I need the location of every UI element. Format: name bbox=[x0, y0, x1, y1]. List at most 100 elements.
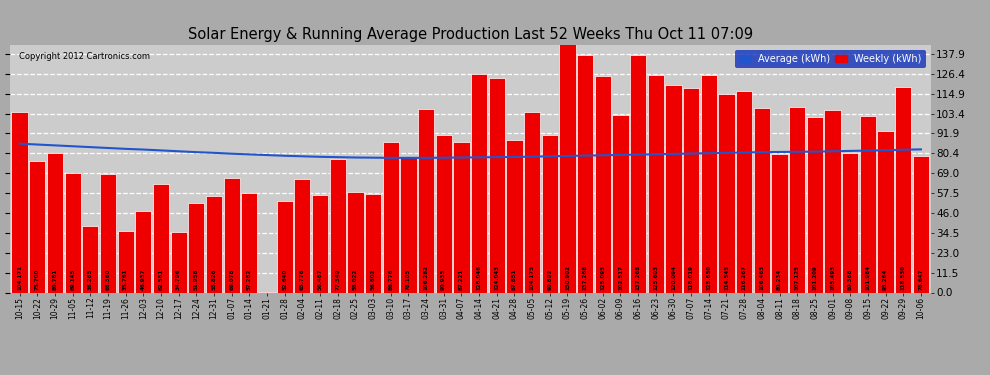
Bar bbox=[913, 156, 929, 292]
Text: 125.603: 125.603 bbox=[653, 265, 658, 290]
Bar bbox=[506, 141, 523, 292]
Bar bbox=[64, 173, 81, 292]
Text: 102.517: 102.517 bbox=[618, 265, 623, 290]
Text: 104.175: 104.175 bbox=[530, 265, 535, 290]
Text: Copyright 2012 Cartronics.com: Copyright 2012 Cartronics.com bbox=[19, 53, 150, 62]
Text: 55.826: 55.826 bbox=[212, 268, 217, 290]
Bar bbox=[118, 231, 134, 292]
Bar bbox=[382, 142, 399, 292]
Text: 38.285: 38.285 bbox=[88, 268, 93, 290]
Title: Solar Energy & Running Average Production Last 52 Weeks Thu Oct 11 07:09: Solar Energy & Running Average Productio… bbox=[188, 27, 752, 42]
Bar bbox=[559, 32, 575, 292]
Text: 106.465: 106.465 bbox=[759, 265, 764, 290]
Bar bbox=[276, 201, 293, 292]
Bar bbox=[312, 195, 328, 292]
Bar bbox=[347, 192, 363, 292]
Legend: Average (kWh), Weekly (kWh): Average (kWh), Weekly (kWh) bbox=[735, 50, 926, 68]
Text: 66.078: 66.078 bbox=[229, 268, 235, 290]
Text: 137.268: 137.268 bbox=[636, 265, 641, 290]
Text: 93.264: 93.264 bbox=[883, 268, 888, 290]
Text: 56.802: 56.802 bbox=[370, 268, 375, 290]
Bar bbox=[595, 76, 611, 292]
Bar bbox=[771, 154, 788, 292]
Bar bbox=[895, 87, 912, 292]
Bar bbox=[842, 153, 858, 292]
Bar bbox=[753, 108, 770, 292]
Text: 106.282: 106.282 bbox=[424, 265, 429, 290]
Bar bbox=[647, 75, 664, 292]
Bar bbox=[807, 117, 823, 292]
Text: 58.022: 58.022 bbox=[352, 269, 357, 290]
Text: 52.640: 52.640 bbox=[282, 268, 287, 290]
Text: 80.781: 80.781 bbox=[52, 268, 57, 290]
Text: 101.984: 101.984 bbox=[865, 265, 870, 290]
Bar bbox=[471, 74, 487, 292]
Text: 80.368: 80.368 bbox=[847, 268, 852, 290]
Bar bbox=[859, 116, 876, 292]
Bar bbox=[577, 55, 593, 292]
Bar bbox=[665, 85, 681, 292]
Text: 125.095: 125.095 bbox=[600, 265, 605, 290]
Text: 90.892: 90.892 bbox=[547, 268, 552, 290]
Text: 65.776: 65.776 bbox=[300, 268, 305, 290]
Bar bbox=[82, 226, 98, 292]
Text: 114.545: 114.545 bbox=[724, 265, 729, 290]
Text: 118.530: 118.530 bbox=[901, 265, 906, 290]
Text: 124.043: 124.043 bbox=[494, 265, 499, 290]
Bar bbox=[206, 196, 222, 292]
Bar bbox=[524, 112, 541, 292]
Text: 75.700: 75.700 bbox=[35, 268, 40, 290]
Text: 87.851: 87.851 bbox=[512, 268, 517, 290]
Bar bbox=[152, 184, 169, 292]
Text: 137.268: 137.268 bbox=[583, 265, 588, 290]
Bar bbox=[683, 88, 699, 292]
Text: 35.761: 35.761 bbox=[123, 268, 128, 290]
Text: 125.650: 125.650 bbox=[706, 265, 712, 290]
Text: 86.776: 86.776 bbox=[388, 268, 393, 290]
Text: 116.267: 116.267 bbox=[742, 265, 746, 290]
Bar bbox=[542, 135, 558, 292]
Bar bbox=[170, 232, 187, 292]
Bar bbox=[630, 55, 646, 292]
Bar bbox=[100, 174, 116, 292]
Bar bbox=[613, 115, 629, 292]
Text: 78.647: 78.647 bbox=[919, 268, 924, 290]
Text: 57.282: 57.282 bbox=[247, 268, 251, 290]
Bar bbox=[436, 135, 451, 292]
Text: 107.125: 107.125 bbox=[795, 265, 800, 290]
Bar bbox=[29, 162, 46, 292]
Bar bbox=[188, 202, 205, 292]
Text: 120.094: 120.094 bbox=[671, 265, 676, 290]
Bar bbox=[489, 78, 505, 292]
Bar bbox=[701, 75, 717, 292]
Bar bbox=[242, 194, 257, 292]
Text: 56.487: 56.487 bbox=[318, 268, 323, 290]
Text: 105.493: 105.493 bbox=[830, 265, 835, 290]
Bar bbox=[224, 178, 240, 292]
Bar bbox=[365, 194, 381, 292]
Text: 118.019: 118.019 bbox=[689, 265, 694, 290]
Bar bbox=[418, 108, 435, 292]
Text: 87.221: 87.221 bbox=[459, 269, 464, 290]
Bar bbox=[719, 94, 735, 292]
Text: 80.234: 80.234 bbox=[777, 268, 782, 290]
Text: 150.902: 150.902 bbox=[565, 265, 570, 290]
Bar bbox=[12, 112, 28, 292]
Text: 34.796: 34.796 bbox=[176, 268, 181, 290]
Bar bbox=[736, 91, 752, 292]
Text: 62.581: 62.581 bbox=[158, 268, 163, 290]
Bar bbox=[789, 107, 805, 292]
Text: 77.349: 77.349 bbox=[336, 268, 341, 290]
Text: 68.360: 68.360 bbox=[106, 268, 111, 290]
Text: 104.171: 104.171 bbox=[17, 265, 22, 290]
Text: 69.145: 69.145 bbox=[70, 268, 75, 290]
Bar bbox=[453, 141, 469, 292]
Bar bbox=[330, 159, 346, 292]
Text: 78.105: 78.105 bbox=[406, 268, 411, 290]
Bar bbox=[294, 178, 311, 292]
Bar bbox=[877, 131, 894, 292]
Text: 51.958: 51.958 bbox=[194, 268, 199, 290]
Bar bbox=[47, 153, 63, 292]
Text: 126.046: 126.046 bbox=[476, 265, 481, 290]
Bar bbox=[400, 158, 417, 292]
